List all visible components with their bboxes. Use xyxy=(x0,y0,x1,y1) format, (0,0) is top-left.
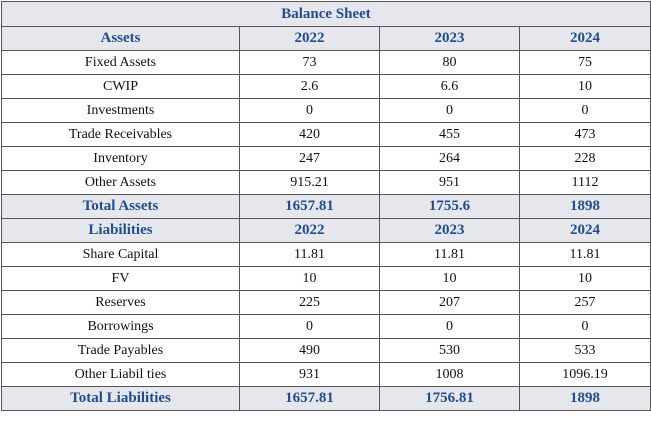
cell-value: 264 xyxy=(379,146,520,171)
table-row: Other Assets 915.21 951 1112 xyxy=(1,170,651,195)
total-value: 1756.81 xyxy=(379,386,520,411)
total-value: 1657.81 xyxy=(239,386,380,411)
table-row: FV 10 10 10 xyxy=(1,266,651,291)
row-label: CWIP xyxy=(1,74,240,99)
table-row: Borrowings 0 0 0 xyxy=(1,314,651,339)
year-header: 2023 xyxy=(379,218,520,243)
total-assets-row: Total Assets 1657.81 1755.6 1898 xyxy=(1,194,651,219)
cell-value: 0 xyxy=(239,98,380,123)
cell-value: 247 xyxy=(239,146,380,171)
cell-value: 473 xyxy=(518,122,651,147)
cell-value: 530 xyxy=(379,338,520,363)
row-label: Fixed Assets xyxy=(1,50,240,75)
cell-value: 455 xyxy=(379,122,520,147)
table-row: Investments 0 0 0 xyxy=(1,98,651,123)
cell-value: 11.81 xyxy=(379,242,520,267)
total-value: 1898 xyxy=(518,194,651,219)
cell-value: 533 xyxy=(518,338,651,363)
cell-value: 0 xyxy=(379,314,520,339)
liabilities-header-row: Liabilities 2022 2023 2024 xyxy=(1,218,651,243)
row-label: Borrowings xyxy=(1,314,240,339)
cell-value: 80 xyxy=(379,50,520,75)
row-label: Inventory xyxy=(1,146,240,171)
cell-value: 0 xyxy=(379,98,520,123)
row-label: FV xyxy=(1,266,240,291)
cell-value: 0 xyxy=(239,314,380,339)
total-value: 1657.81 xyxy=(239,194,380,219)
cell-value: 1096.19 xyxy=(518,362,651,387)
cell-value: 10 xyxy=(518,74,651,99)
year-header: 2023 xyxy=(379,26,520,51)
table-row: Fixed Assets 73 80 75 xyxy=(1,50,651,75)
cell-value: 931 xyxy=(239,362,380,387)
assets-header-row: Assets 2022 2023 2024 xyxy=(1,26,651,51)
cell-value: 207 xyxy=(379,290,520,315)
table-row: CWIP 2.6 6.6 10 xyxy=(1,74,651,99)
total-assets-label: Total Assets xyxy=(1,194,240,219)
cell-value: 951 xyxy=(379,170,520,195)
cell-value: 0 xyxy=(518,314,651,339)
cell-value: 11.81 xyxy=(518,242,651,267)
cell-value: 257 xyxy=(518,290,651,315)
total-value: 1898 xyxy=(518,386,651,411)
row-label: Investments xyxy=(1,98,240,123)
cell-value: 11.81 xyxy=(239,242,380,267)
cell-value: 228 xyxy=(518,146,651,171)
total-liabilities-label: Total Liabilities xyxy=(1,386,240,411)
cell-value: 915.21 xyxy=(239,170,380,195)
total-value: 1755.6 xyxy=(379,194,520,219)
table-title: Balance Sheet xyxy=(0,1,651,27)
row-label: Other Assets xyxy=(1,170,240,195)
cell-value: 10 xyxy=(379,266,520,291)
title-row: Balance Sheet xyxy=(0,1,651,27)
year-header: 2022 xyxy=(239,218,380,243)
row-label: Trade Payables xyxy=(1,338,240,363)
table-row: Trade Payables 490 530 533 xyxy=(1,338,651,363)
cell-value: 6.6 xyxy=(379,74,520,99)
cell-value: 10 xyxy=(239,266,380,291)
liabilities-header-label: Liabilities xyxy=(1,218,240,243)
cell-value: 420 xyxy=(239,122,380,147)
cell-value: 75 xyxy=(518,50,651,75)
row-label: Reserves xyxy=(1,290,240,315)
cell-value: 225 xyxy=(239,290,380,315)
year-header: 2024 xyxy=(518,218,651,243)
cell-value: 1112 xyxy=(518,170,651,195)
table-row: Trade Receivables 420 455 473 xyxy=(1,122,651,147)
cell-value: 0 xyxy=(518,98,651,123)
cell-value: 490 xyxy=(239,338,380,363)
assets-header-label: Assets xyxy=(1,26,240,51)
cell-value: 73 xyxy=(239,50,380,75)
table-row: Inventory 247 264 228 xyxy=(1,146,651,171)
table-row: Other Liabil ties 931 1008 1096.19 xyxy=(1,362,651,387)
cell-value: 10 xyxy=(518,266,651,291)
balance-sheet-table: Balance Sheet Assets 2022 2023 2024 Fixe… xyxy=(0,1,651,411)
row-label: Other Liabil ties xyxy=(1,362,240,387)
cell-value: 1008 xyxy=(379,362,520,387)
table-row: Reserves 225 207 257 xyxy=(1,290,651,315)
table-row: Share Capital 11.81 11.81 11.81 xyxy=(1,242,651,267)
total-liabilities-row: Total Liabilities 1657.81 1756.81 1898 xyxy=(1,386,651,411)
cell-value: 2.6 xyxy=(239,74,380,99)
year-header: 2022 xyxy=(239,26,380,51)
row-label: Share Capital xyxy=(1,242,240,267)
year-header: 2024 xyxy=(518,26,651,51)
row-label: Trade Receivables xyxy=(1,122,240,147)
